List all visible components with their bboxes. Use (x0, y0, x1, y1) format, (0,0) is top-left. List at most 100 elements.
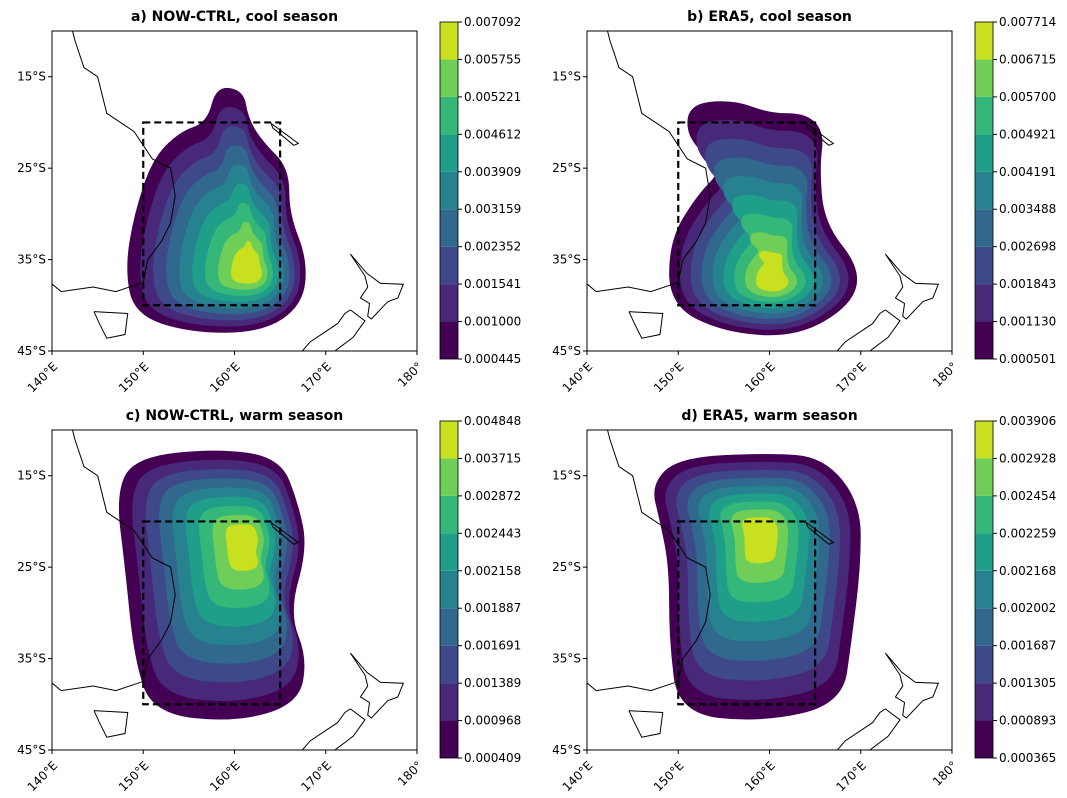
contour-fill (755, 251, 789, 292)
colorbar-label: 0.001541 (464, 277, 521, 291)
colorbar-band (440, 570, 458, 609)
colorbar-label: 0.002928 (999, 451, 1056, 465)
colorbar-label: 0.007092 (464, 15, 521, 29)
colorbar-label: 0.001000 (464, 315, 521, 329)
map-area (52, 430, 417, 750)
contour-fill (225, 524, 258, 571)
y-tick-label: 25°S (17, 161, 46, 175)
colorbar-label: 0.001887 (464, 601, 521, 615)
x-tick-label: 140°E (25, 359, 61, 395)
colorbar-band (440, 458, 458, 496)
x-tick-label: 150°E (116, 359, 152, 395)
colorbar-band (975, 570, 993, 609)
colorbar-label: 0.000409 (464, 751, 521, 765)
coastline (884, 652, 940, 719)
colorbar-label: 0.000445 (464, 352, 521, 366)
colorbar-band (975, 209, 993, 247)
panel: b) ERA5, cool season 140°E 150°E 160°E 170°E… (552, 9, 1056, 395)
colorbar-frame (439, 21, 459, 360)
y-tick-label: 35°S (552, 253, 581, 267)
region-box (677, 520, 817, 706)
colorbar-label: 0.001305 (999, 676, 1056, 690)
x-tick-label: 160°E (742, 758, 778, 794)
panel-title: b) ERA5, cool season (687, 9, 852, 25)
coastline (884, 253, 940, 320)
colorbar-frame (439, 420, 459, 759)
region-box (142, 121, 282, 307)
colorbar-band (440, 321, 458, 359)
map-area (587, 430, 952, 750)
coastline (628, 710, 664, 738)
colorbar-band (975, 171, 993, 210)
y-tick-label: 25°S (552, 161, 581, 175)
colorbar-band (975, 421, 993, 459)
coastline (349, 652, 405, 719)
y-tick-label: 45°S (17, 344, 46, 358)
coastline (93, 710, 129, 738)
colorbar-frame (974, 21, 994, 360)
coastline (836, 708, 901, 750)
colorbar-band (975, 59, 993, 97)
colorbar-label: 0.002872 (464, 489, 521, 503)
colorbar-label: 0.002168 (999, 564, 1056, 578)
panel: a) NOW-CTRL, cool season 140°E 150°E 160°E 1… (17, 9, 521, 395)
colorbar-label: 0.004191 (999, 165, 1056, 179)
colorbar-band (440, 22, 458, 60)
coastline (270, 122, 300, 146)
region-box (142, 520, 282, 706)
coastline (301, 309, 366, 351)
colorbar-label: 0.004921 (999, 127, 1056, 141)
x-tick-label: 160°E (742, 359, 778, 395)
panel: c) NOW-CTRL, warm season 140°E 150°E 160°E 1… (17, 408, 521, 794)
coastline (805, 521, 835, 545)
x-tick-label: 150°E (116, 758, 152, 794)
colorbar-band (440, 533, 458, 571)
colorbar-band (975, 495, 993, 534)
colorbar-band (975, 22, 993, 60)
x-tick-label: 170°E (833, 758, 869, 794)
colorbar-band (975, 720, 993, 758)
coastline (301, 708, 366, 750)
y-tick-label: 45°S (17, 743, 46, 757)
colorbar-band (440, 608, 458, 646)
coastline (587, 430, 711, 692)
colorbar-band (975, 246, 993, 285)
y-tick-label: 15°S (552, 469, 581, 483)
colorbar-label: 0.002698 (999, 240, 1056, 254)
colorbar-band (440, 171, 458, 210)
colorbar-band (440, 683, 458, 721)
colorbar-label: 0.001687 (999, 639, 1056, 653)
y-tick-label: 25°S (17, 560, 46, 574)
panel-title: a) NOW-CTRL, cool season (131, 9, 338, 25)
x-tick-label: 180° (395, 359, 425, 389)
contour-fill (231, 241, 262, 284)
coastline (836, 309, 901, 351)
x-tick-label: 140°E (560, 758, 596, 794)
coastline (805, 122, 835, 146)
colorbar-band (975, 645, 993, 684)
map-area (587, 31, 952, 351)
colorbar-band (440, 720, 458, 758)
panel: d) ERA5, warm season 140°E 150°E 160°E 170°E… (552, 408, 1056, 794)
x-tick-label: 180° (395, 758, 425, 788)
x-tick-label: 140°E (25, 758, 61, 794)
y-tick-label: 45°S (552, 743, 581, 757)
x-tick-label: 160°E (207, 758, 243, 794)
x-tick-label: 150°E (651, 359, 687, 395)
colorbar-band (440, 284, 458, 322)
colorbar-band (440, 209, 458, 247)
colorbar-frame (974, 420, 994, 759)
colorbar-label: 0.001843 (999, 277, 1056, 291)
colorbar-label: 0.003488 (999, 202, 1056, 216)
colorbar-band (975, 608, 993, 646)
colorbar-label: 0.004848 (464, 414, 521, 428)
colorbar-band (975, 134, 993, 172)
colorbar-label: 0.007714 (999, 15, 1056, 29)
colorbar-label: 0.000365 (999, 751, 1056, 765)
x-tick-label: 180° (930, 359, 960, 389)
panel-title: d) ERA5, warm season (681, 408, 857, 424)
colorbar-label: 0.001130 (999, 315, 1056, 329)
x-tick-label: 150°E (651, 758, 687, 794)
x-tick-label: 170°E (298, 359, 334, 395)
colorbar-label: 0.002259 (999, 526, 1056, 540)
